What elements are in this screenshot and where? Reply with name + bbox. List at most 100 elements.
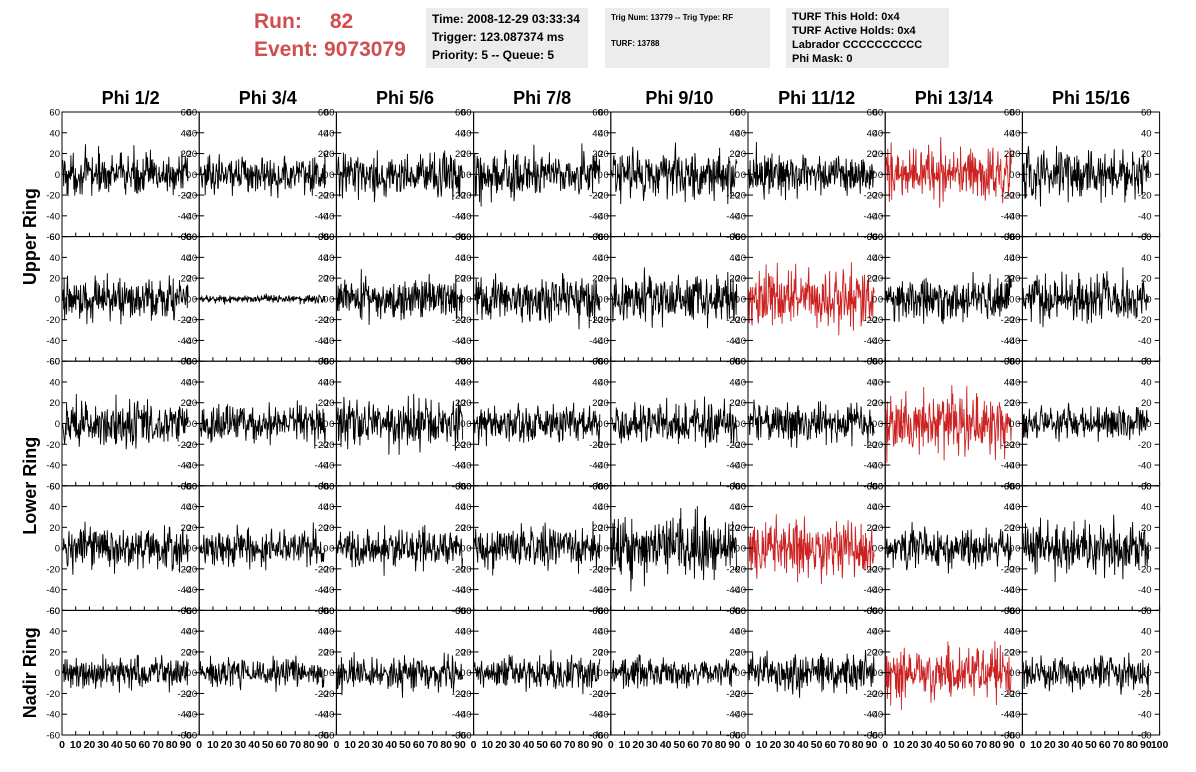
y-tick-label: -60 [1007, 357, 1021, 368]
y-tick-label: -20 [863, 564, 877, 575]
y-tick-label: 20 [318, 149, 329, 160]
y-tick-label: -40 [1007, 461, 1021, 472]
y-tick-label: 0 [1009, 170, 1014, 181]
x-tick-label: 30 [509, 739, 521, 751]
y-tick-label: 0 [1146, 419, 1151, 430]
y-tick-label: -20 [595, 564, 609, 575]
y-tick-label: -60 [183, 232, 197, 243]
y-tick-label: 40 [729, 377, 740, 388]
y-tick-label: 60 [1004, 481, 1015, 492]
y-tick-label: 20 [318, 274, 329, 285]
y-tick-label: 60 [455, 357, 466, 368]
y-tick-label: -60 [589, 481, 603, 492]
y-tick-label: 20 [1004, 149, 1015, 160]
y-tick-label: -40 [863, 211, 877, 222]
y-tick-label: -40 [183, 710, 197, 721]
y-tick-label: 40 [1141, 502, 1152, 513]
y-tick-label: -20 [321, 440, 335, 451]
y-tick-label: 40 [455, 502, 466, 513]
y-tick-label: 40 [592, 627, 603, 638]
waveform-trace [885, 271, 1012, 325]
y-tick-label: -40 [1001, 585, 1015, 596]
y-tick-label: -60 [452, 606, 466, 617]
y-tick-label: -60 [183, 606, 197, 617]
y-tick-label: 60 [592, 606, 603, 617]
waveform-trace [1022, 145, 1150, 207]
y-tick-label: 0 [604, 170, 609, 181]
y-tick-label: -40 [869, 211, 883, 222]
y-tick-label: -20 [1001, 564, 1015, 575]
y-tick-label: -40 [589, 710, 603, 721]
x-tick-label: 50 [536, 739, 548, 751]
y-tick-label: -40 [1138, 461, 1152, 472]
y-tick-label: 20 [324, 274, 335, 285]
y-tick-label: -20 [315, 564, 329, 575]
y-tick-label: -20 [321, 689, 335, 700]
y-tick-label: -20 [1001, 315, 1015, 326]
y-tick-label: 40 [598, 627, 609, 638]
y-tick-label: 60 [598, 606, 609, 617]
y-tick-label: 0 [329, 294, 334, 305]
y-tick-label: 40 [187, 502, 198, 513]
y-tick-label: -20 [869, 440, 883, 451]
x-tick-label: 20 [84, 739, 96, 751]
y-tick-label: 20 [867, 647, 878, 658]
y-tick-label: -40 [589, 461, 603, 472]
y-tick-label: -20 [452, 191, 466, 202]
y-tick-label: 20 [187, 398, 198, 409]
x-tick-label: 90 [180, 739, 192, 751]
y-tick-label: -60 [732, 357, 746, 368]
x-tick-label: 60 [962, 739, 974, 751]
y-tick-label: 20 [1010, 398, 1021, 409]
y-tick-label: 60 [873, 357, 884, 368]
y-tick-label: -40 [869, 585, 883, 596]
y-tick-label: -20 [589, 440, 603, 451]
y-tick-label: 0 [604, 668, 609, 679]
y-tick-label: -20 [863, 191, 877, 202]
y-tick-label: 60 [729, 606, 740, 617]
y-tick-label: 40 [324, 502, 335, 513]
waveform-trace [611, 142, 738, 205]
y-tick-label: 20 [873, 274, 884, 285]
y-tick-label: 20 [1141, 647, 1152, 658]
y-tick-label: -40 [1007, 585, 1021, 596]
y-tick-label: -40 [595, 585, 609, 596]
y-tick-label: 20 [735, 274, 746, 285]
y-tick-label: 40 [324, 377, 335, 388]
y-tick-label: 20 [1010, 523, 1021, 534]
y-tick-label: 20 [187, 274, 198, 285]
waveform-trace [1022, 514, 1150, 583]
y-tick-label: 60 [318, 232, 329, 243]
y-tick-label: -40 [595, 461, 609, 472]
y-tick-label: 0 [735, 544, 740, 555]
y-tick-label: -20 [732, 564, 746, 575]
y-tick-label: 20 [729, 149, 740, 160]
y-tick-label: 60 [598, 232, 609, 243]
waveform-trace [748, 514, 875, 585]
y-tick-label: -20 [321, 315, 335, 326]
waveform-trace [885, 641, 1012, 710]
y-tick-label: -40 [315, 211, 329, 222]
y-tick-label: 60 [187, 357, 198, 368]
column-header: Phi 13/14 [915, 88, 993, 108]
y-tick-label: -60 [726, 481, 740, 492]
y-tick-label: 60 [598, 357, 609, 368]
x-tick-label: 10 [1030, 739, 1042, 751]
y-tick-label: 20 [598, 523, 609, 534]
y-tick-label: -20 [46, 440, 60, 451]
y-tick-label: 40 [729, 253, 740, 264]
waveform-trace [611, 506, 738, 592]
y-tick-label: 20 [873, 398, 884, 409]
y-tick-label: -20 [869, 689, 883, 700]
x-tick-label: 30 [372, 739, 384, 751]
y-tick-label: 20 [49, 149, 60, 160]
x-tick-label: 20 [632, 739, 644, 751]
y-tick-label: 20 [1141, 274, 1152, 285]
y-tick-label: 40 [324, 128, 335, 139]
y-tick-label: 60 [598, 108, 609, 119]
labrador-text: Labrador CCCCCCCCCC [792, 39, 923, 51]
y-tick-label: 60 [1010, 357, 1021, 368]
y-tick-label: -60 [863, 731, 877, 742]
y-tick-label: 20 [49, 274, 60, 285]
y-tick-label: 20 [598, 149, 609, 160]
